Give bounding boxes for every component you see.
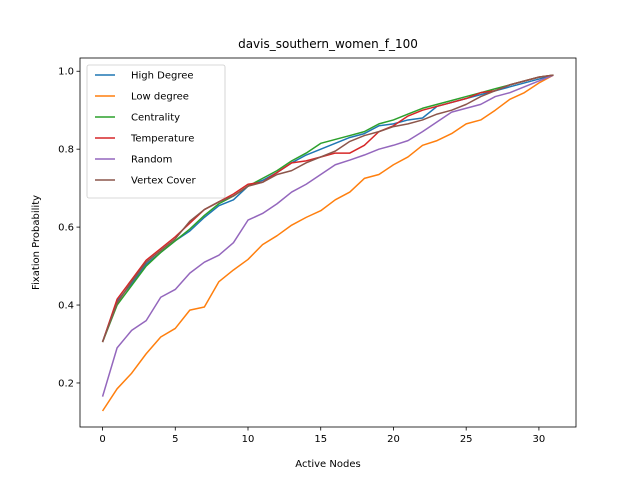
y-axis: 0.2 0.4 0.6 0.8 1.0	[58, 67, 80, 389]
legend-label-4: Random	[131, 155, 172, 166]
legend-label-1: Low degree	[131, 92, 189, 103]
x-tick-label: 5	[172, 434, 178, 445]
y-tick-label: 0.6	[58, 223, 74, 234]
y-tick-label: 1.0	[58, 67, 74, 78]
legend-label-2: Centrality	[131, 113, 180, 124]
legend-label-5: Vertex Cover	[131, 176, 196, 187]
x-axis-label: Active Nodes	[295, 459, 360, 470]
y-tick-label: 0.4	[58, 301, 74, 312]
x-tick-label: 20	[387, 434, 400, 445]
plot-frame	[79, 57, 577, 428]
y-axis-label: Fixation Probability	[31, 195, 42, 290]
series-line-5	[101, 74, 554, 343]
x-tick-label: 30	[533, 434, 546, 445]
x-tick-label: 0	[99, 434, 105, 445]
y-tick-label: 0.8	[58, 145, 74, 156]
series-line-4	[101, 74, 554, 397]
x-tick-label: 15	[314, 434, 327, 445]
legend: High Degree Low degree Centrality Temperatu…	[86, 64, 226, 199]
series-line-1	[101, 74, 554, 412]
x-axis: 0 5 10 15 20 25 30	[99, 427, 545, 445]
series-line-3	[101, 74, 554, 343]
legend-box	[86, 64, 226, 199]
x-tick-label: 10	[242, 434, 255, 445]
y-tick-label: 0.2	[58, 378, 74, 389]
chart-title: davis_southern_women_f_100	[238, 37, 418, 51]
x-tick-label: 25	[460, 434, 473, 445]
legend-label-3: Temperature	[130, 134, 194, 145]
legend-label-0: High Degree	[131, 71, 194, 82]
series-layer	[101, 74, 554, 412]
